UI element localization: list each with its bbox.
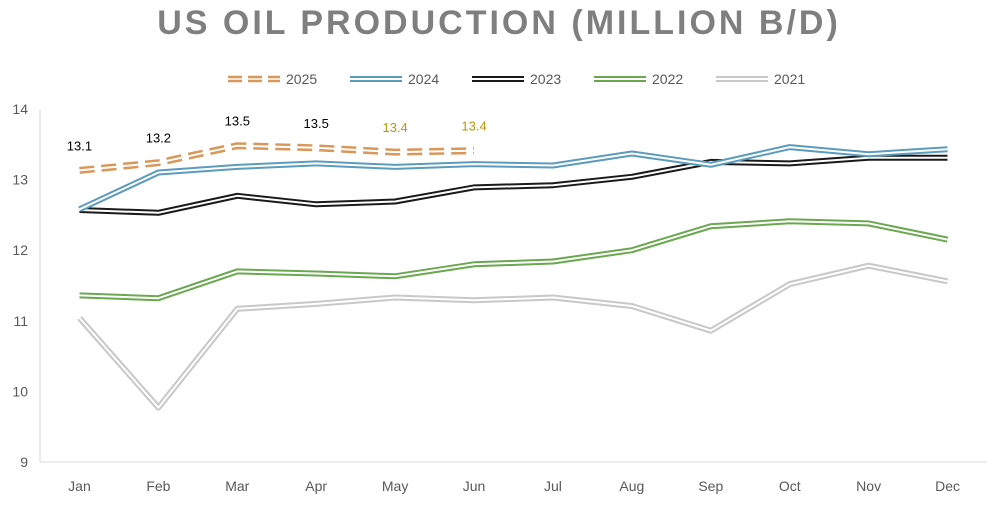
data-point-2024-Dec [947, 149, 948, 150]
legend-label-2022: 2022 [652, 71, 683, 87]
data-point-2025-Jan [79, 170, 80, 171]
legend-label-2024: 2024 [408, 71, 439, 87]
y-tick-label: 14 [12, 101, 28, 117]
data-point-2022-Jun [474, 264, 475, 265]
data-point-2022-Nov [868, 223, 869, 224]
x-tick-label: Mar [225, 478, 249, 494]
data-label-2025-Mar: 13.5 [225, 114, 250, 129]
data-point-2021-Sep [710, 330, 711, 331]
legend-label-2021: 2021 [774, 71, 805, 87]
legend-label-2023: 2023 [530, 71, 561, 87]
series-line-2022-inner [79, 220, 948, 300]
x-tick-label: Feb [146, 478, 170, 494]
data-point-2022-Feb [158, 298, 159, 299]
data-point-2024-Apr [316, 163, 317, 164]
y-tick-label: 13 [12, 172, 28, 188]
data-point-2024-Feb [158, 172, 159, 173]
x-tick-label: Jul [544, 478, 562, 494]
y-tick-label: 11 [13, 313, 28, 329]
data-point-2023-Mar [237, 195, 238, 196]
data-point-2021-Oct [789, 284, 790, 285]
data-point-2023-Aug [631, 176, 632, 177]
data-point-2021-Jan [79, 317, 80, 318]
x-tick-label: Jan [68, 478, 91, 494]
x-tick-label: Dec [935, 478, 960, 494]
data-point-2021-Feb [158, 407, 159, 408]
data-point-2022-Sep [710, 226, 711, 227]
data-point-2025-Mar [237, 145, 238, 146]
data-point-2021-Jun [474, 300, 475, 301]
data-point-2022-Aug [631, 250, 632, 251]
series-line-2021-inner [78, 264, 948, 409]
x-tick-label: Apr [305, 478, 327, 494]
x-tick-label: Oct [779, 478, 801, 494]
data-point-2024-Mar [237, 166, 238, 167]
data-point-2022-Dec [947, 239, 948, 240]
data-point-2022-Jul [552, 261, 553, 262]
y-tick-label: 10 [12, 383, 28, 399]
chart-title: US OIL PRODUCTION (MILLION B/D) [157, 4, 841, 42]
x-tick-label: Sep [698, 478, 723, 494]
data-point-2024-Oct [789, 147, 790, 148]
data-point-2021-Jul [552, 297, 553, 298]
data-label-2025-Apr: 13.5 [304, 116, 329, 131]
data-label-2025-Jan: 13.1 [67, 138, 92, 153]
data-point-2023-Nov [868, 157, 869, 158]
data-point-2022-Oct [789, 221, 790, 222]
series-line-2021 [77, 262, 949, 411]
data-point-2023-Dec [947, 157, 948, 158]
data-point-2023-May [395, 201, 396, 202]
data-point-2025-Feb [158, 162, 159, 163]
series-line-2024-inner [79, 146, 948, 211]
series-line-2025-inner [79, 144, 475, 172]
data-point-2021-May [395, 297, 396, 298]
data-point-2021-Apr [316, 303, 317, 304]
data-point-2023-Jun [474, 187, 475, 188]
legend-label-2025: 2025 [286, 71, 317, 87]
data-point-2024-Jul [552, 165, 553, 166]
y-tick-label: 9 [20, 454, 28, 470]
data-point-2023-Oct [789, 163, 790, 164]
data-label-2025-May: 13.4 [382, 120, 407, 135]
data-point-2024-Jun [474, 164, 475, 165]
x-tick-label: May [382, 478, 408, 494]
y-tick-label: 12 [12, 242, 28, 258]
data-point-2021-Mar [237, 308, 238, 309]
data-point-2021-Aug [631, 305, 632, 306]
data-label-2025-Jun: 13.4 [461, 119, 486, 134]
data-point-2024-Jan [79, 209, 80, 210]
data-point-2023-Jul [552, 185, 553, 186]
data-point-2022-Jan [79, 295, 80, 296]
data-point-2022-May [395, 276, 396, 277]
data-point-2025-May [395, 152, 396, 153]
data-point-2024-Nov [868, 154, 869, 155]
data-point-2025-Jun [474, 150, 475, 151]
series-line-2022 [79, 218, 949, 302]
data-point-2021-Dec [947, 281, 948, 282]
data-point-2021-Nov [868, 265, 869, 266]
data-point-2024-May [395, 166, 396, 167]
series-line-2023-inner [79, 156, 948, 214]
data-point-2023-Feb [158, 212, 159, 213]
x-tick-label: Aug [619, 478, 644, 494]
x-tick-label: Nov [856, 478, 881, 494]
x-tick-label: Jun [463, 478, 486, 494]
data-label-2025-Feb: 13.2 [146, 131, 171, 146]
data-point-2024-Sep [710, 164, 711, 165]
data-point-2023-Apr [316, 204, 317, 205]
data-point-2024-Aug [631, 153, 632, 154]
data-point-2025-Apr [316, 147, 317, 148]
data-point-2022-Mar [237, 271, 238, 272]
data-point-2022-Apr [316, 273, 317, 274]
